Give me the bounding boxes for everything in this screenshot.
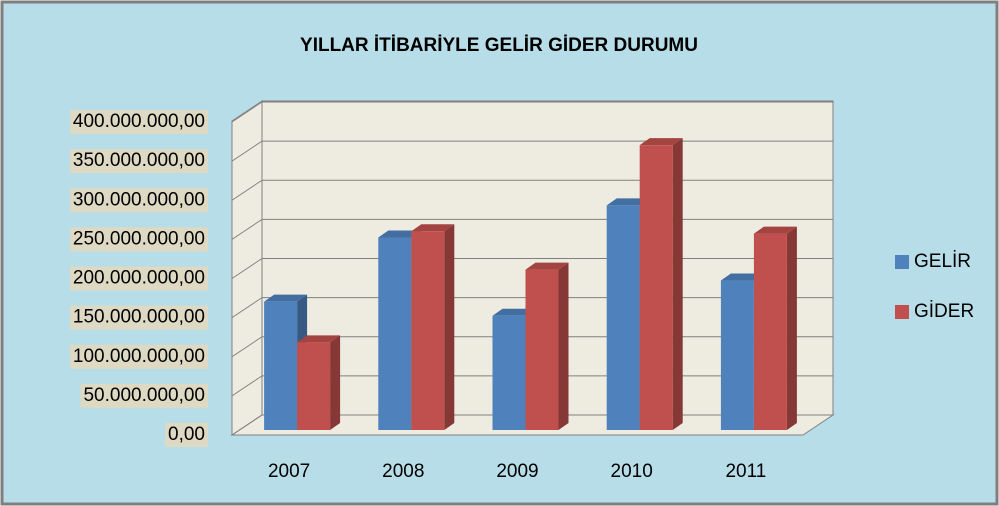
bar [378,237,412,430]
bar [411,231,445,430]
y-tick-label: 0,00 [168,424,205,445]
legend-label: GİDER [914,301,974,322]
legend-label: GELİR [914,251,971,272]
bar-top [411,224,455,232]
y-tick-label-background [69,110,208,134]
bar [525,269,559,430]
y-tick-label: 300.000.000,00 [73,189,205,210]
bar-side [786,226,797,430]
bar-top [525,262,569,270]
bar-top [378,230,422,238]
x-tick-label: 2010 [611,461,653,482]
bar-top [720,273,764,281]
bar-side [558,262,569,430]
x-tick-label: 2011 [725,461,766,482]
bar [492,315,526,430]
bar [297,342,331,430]
y-tick-label-background [69,344,208,369]
y-tick-label-background [69,227,208,252]
grid-line [231,179,263,201]
bar-top [639,138,683,146]
legend-swatch [895,255,909,269]
x-tick-label: 2009 [496,461,538,482]
y-tick-label: 250.000.000,00 [73,228,205,249]
bar [639,145,673,431]
bar [720,280,754,430]
y-tick-label-background [69,188,208,213]
chart-title: YILLAR İTİBARİYLE GELİR GİDER DURUMU [300,35,698,56]
grid-line [231,297,263,319]
y-tick-label: 200.000.000,00 [73,268,205,289]
legend-swatch [895,305,909,319]
y-tick-label-background [80,383,208,408]
grid-line [231,336,263,358]
y-tick-label: 100.000.000,00 [73,346,205,367]
grid-line [231,414,263,436]
grid-line [231,258,263,279]
bar-top [492,308,536,316]
bar [264,301,298,430]
y-tick-label: 150.000.000,00 [73,307,205,328]
x-tick-label: 2007 [268,461,310,482]
bar-top [753,226,797,234]
y-tick-label: 400.000.000,00 [73,111,205,132]
grid-line [231,375,263,397]
y-tick-label-background [69,266,208,291]
y-tick-label: 50.000.000,00 [83,385,205,406]
bar [753,233,787,430]
bar-top [297,335,341,343]
x-tick-label: 2008 [382,461,424,482]
y-tick-label-background [69,305,208,330]
bar-side [672,138,683,431]
bar-top [264,294,308,302]
bar-top [606,198,650,206]
y-tick-label-background [69,149,208,174]
grid-line [231,101,263,123]
bar-side [330,335,341,430]
y-tick-label: 350.000.000,00 [73,150,205,171]
bar-side [444,224,455,430]
grid-line [231,218,263,240]
y-tick-label-background [165,423,208,447]
grid-line [231,140,263,162]
bar [606,205,640,430]
